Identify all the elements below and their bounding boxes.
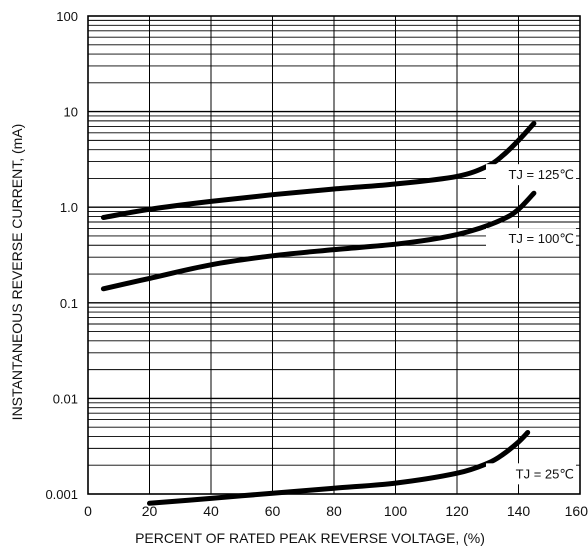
series-label-bg	[486, 228, 576, 250]
tick-labels: 0 20 40 60 80 100 120 140 160 0.001 0.01 0.1 1.0 10 10…	[45, 9, 588, 519]
series-line-tj-125	[100, 121, 537, 220]
series-label-bg	[486, 463, 576, 485]
series-layer	[100, 121, 537, 506]
y-tick-label-2: 0.1	[60, 296, 78, 311]
y-tick-label-4: 10	[64, 105, 78, 120]
x-tick-label-0: 0	[84, 503, 92, 519]
y-tick-label-0: 0.001	[45, 487, 78, 502]
x-tick-label-6: 120	[445, 503, 469, 519]
series-label-bg	[486, 164, 576, 186]
series-line-tj-25	[147, 430, 531, 506]
plot-frame	[87, 15, 581, 495]
x-tick-label-5: 100	[384, 503, 408, 519]
y-axis-title: INSTANTANEOUS REVERSE CURRENT, (mA)	[9, 124, 25, 421]
series-labels: TJ = 125℃ TJ = 100℃ TJ = 25℃	[486, 164, 576, 485]
series-line-tj-100	[100, 190, 537, 292]
x-tick-label-7: 140	[507, 503, 531, 519]
grid-layer	[88, 16, 580, 494]
x-axis-title: PERCENT OF RATED PEAK REVERSE VOLTAGE, (…	[135, 530, 485, 546]
plot-border	[87, 15, 581, 495]
y-tick-label-1: 0.01	[53, 391, 78, 406]
x-tick-label-1: 20	[142, 503, 158, 519]
x-tick-label-2: 40	[203, 503, 219, 519]
x-tick-label-8: 160	[565, 503, 588, 519]
y-tick-label-3: 1.0	[60, 200, 78, 215]
x-tick-label-3: 60	[265, 503, 281, 519]
y-tick-label-5: 100	[56, 9, 78, 24]
series-label-tj-100: TJ = 100℃	[508, 231, 574, 246]
series-label-tj-25: TJ = 25℃	[516, 466, 574, 481]
x-tick-label-4: 80	[326, 503, 342, 519]
series-label-tj-125: TJ = 125℃	[508, 167, 574, 182]
